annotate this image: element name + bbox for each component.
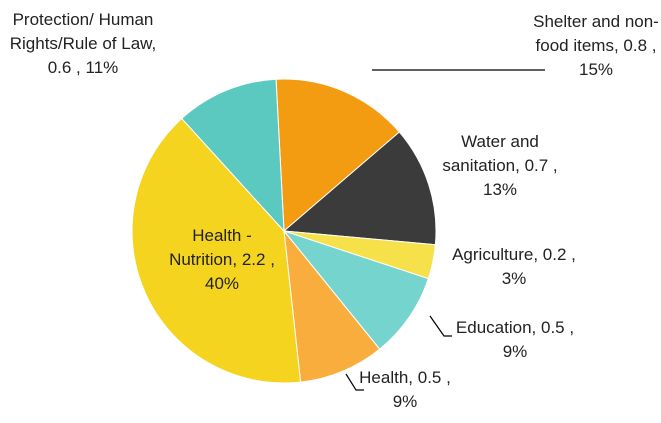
slice-name: Health <box>359 368 409 387</box>
pie-slice <box>181 78 285 233</box>
data-label: Agriculture, 0.2 , 3% <box>447 243 581 291</box>
data-label: Health, 0.5 , 9% <box>355 366 455 414</box>
slice-value: , 2.2 , 40% <box>204 250 275 293</box>
slice-name: Health - Nutrition <box>169 226 252 269</box>
slice-name: Agriculture <box>452 245 534 264</box>
data-label: Shelter and non-food items, 0.8 , 15% <box>528 10 661 82</box>
data-label: Protection/ Human Rights/Rule of Law, 0.… <box>8 8 158 80</box>
slice-name: Water and sanitation <box>442 132 539 175</box>
leader-line <box>429 315 452 337</box>
slice-value: , 0.8 , 15% <box>578 36 657 79</box>
slice-value: , 0.2 , 3% <box>501 245 576 288</box>
slice-value: , 0.7 , 13% <box>482 156 558 199</box>
slice-value: , 0.6 , 11% <box>47 34 157 77</box>
slice-value: , 0.5 , 9% <box>392 368 451 411</box>
slice-name: Education <box>455 318 532 337</box>
slice-name: Protection/ Human Rights/Rule of Law <box>9 10 154 53</box>
slice-value: , 0.5 , 9% <box>502 318 575 361</box>
leader-line <box>345 373 364 391</box>
data-label: Water and sanitation, 0.7 , 13% <box>440 130 560 202</box>
data-label: Education, 0.5 , 9% <box>455 316 575 364</box>
pie-slice <box>275 78 401 233</box>
pie-slice <box>283 229 381 383</box>
data-label: Health - Nutrition, 2.2 , 40% <box>162 224 282 296</box>
pie-slice <box>282 229 429 350</box>
pie-slice <box>131 117 302 384</box>
pie-slice <box>282 131 437 246</box>
slice-name: Shelter and non-food items <box>533 12 659 55</box>
